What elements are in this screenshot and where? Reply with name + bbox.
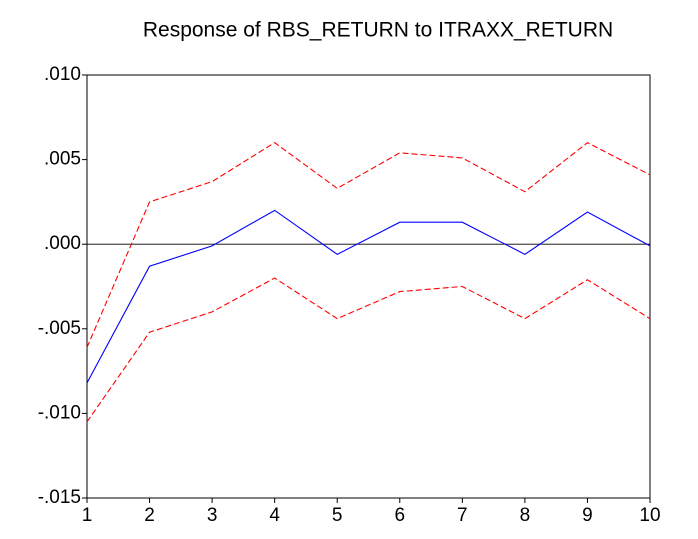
x-tick-label: 4 [269, 505, 280, 526]
series-line [86, 209, 651, 384]
plot-frame [86, 74, 651, 499]
y-tick-label: -.005 [38, 318, 81, 339]
series-line [86, 142, 651, 348]
chart-title: Response of RBS_RETURN to ITRAXX_RETURN [143, 19, 613, 42]
x-tick-label: 3 [207, 505, 218, 526]
y-tick-label: .010 [44, 64, 81, 85]
y-tick-label: -.015 [38, 487, 81, 508]
y-tick-label: -.010 [38, 402, 81, 423]
x-tick-label: 2 [144, 505, 155, 526]
x-tick-label: 7 [457, 505, 468, 526]
x-tick-label: 6 [394, 505, 405, 526]
series-line [86, 277, 651, 423]
x-tick-label: 10 [639, 505, 660, 526]
x-tick-label: 8 [520, 505, 531, 526]
x-tick-label: 1 [82, 505, 93, 526]
x-tick-label: 5 [332, 505, 343, 526]
y-tick-label: .000 [44, 233, 81, 254]
x-tick-label: 9 [582, 505, 593, 526]
y-tick-label: .005 [44, 149, 81, 170]
